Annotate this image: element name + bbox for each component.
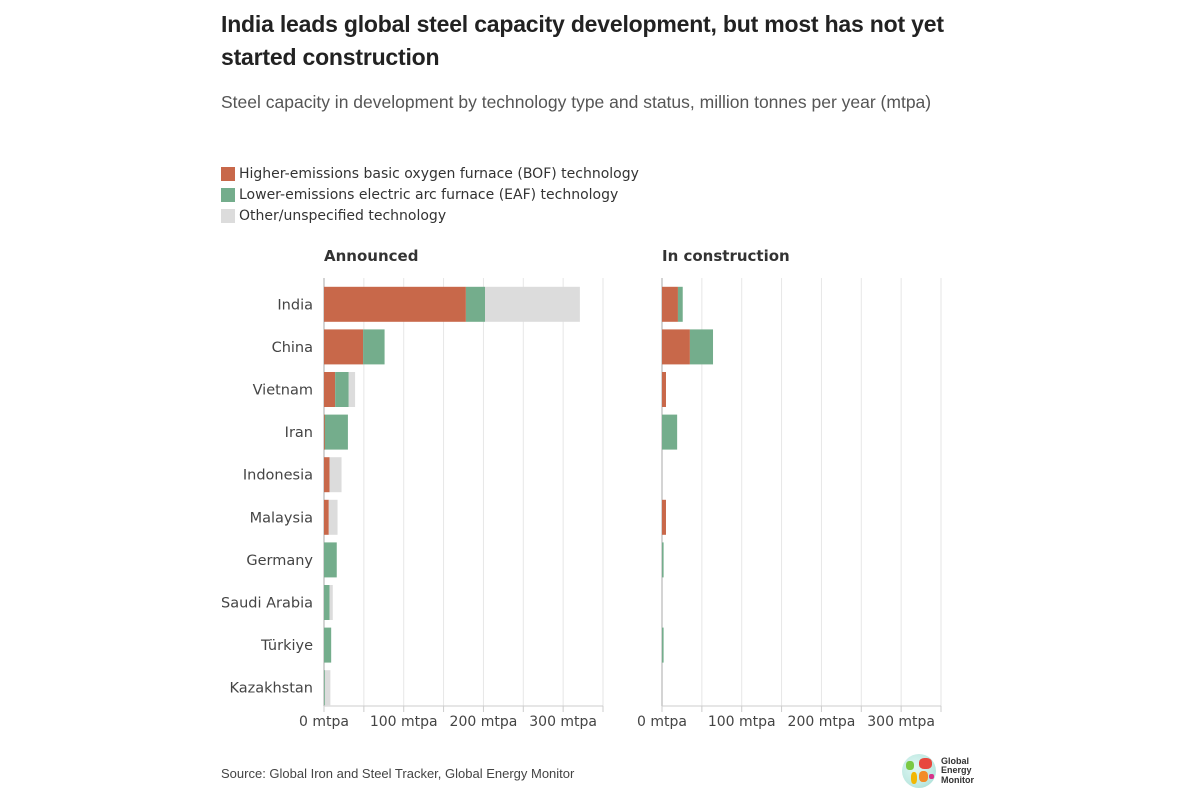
legend-item-other: Other/unspecified technology (221, 205, 639, 226)
bar-announced-t-rkiye-lower-emissions (324, 627, 332, 663)
bar-announced-india-other-unspecified (485, 286, 580, 322)
chart-subtitle: Steel capacity in development by technol… (221, 92, 932, 112)
bar-announced-malaysia-higher-emissions (324, 499, 329, 535)
bar-announced-china-lower-emissions (363, 329, 385, 365)
legend-label-bof: Higher-emissions basic oxygen furnace (B… (239, 165, 639, 182)
legend-swatch-eaf (221, 187, 235, 202)
x-tick-label-announced-100: 100 mtpa (370, 714, 438, 730)
category-label-kazakhstan: Kazakhstan (229, 681, 313, 697)
chart-title: India leads global steel capacity develo… (221, 11, 944, 70)
bar-announced-vietnam-higher-emissions (324, 372, 336, 407)
x-tick-label-announced-200: 200 mtpa (450, 714, 518, 730)
logo-text-line-2: Energy (941, 765, 972, 776)
bar-announced-vietnam-other-unspecified (348, 372, 356, 407)
legend-swatch-other (221, 208, 235, 223)
bar-announced-china-higher-emissions (324, 329, 364, 365)
category-label-saudi-arabia: Saudi Arabia (221, 596, 313, 612)
bar-announced-saudi-arabia-lower-emissions (324, 585, 330, 620)
bar-announced-kazakhstan-other-unspecified (324, 670, 331, 706)
category-label-malaysia: Malaysia (250, 510, 313, 526)
bar-in-construction-iran-lower-emissions (662, 414, 678, 450)
x-tick-label-in-construction-0: 0 mtpa (637, 714, 687, 730)
bar-announced-malaysia-other-unspecified (328, 499, 338, 535)
legend-item-eaf: Lower-emissions electric arc furnace (EA… (221, 184, 639, 205)
x-tick-label-in-construction-200: 200 mtpa (788, 714, 856, 730)
panel-title-in-construction: In construction (662, 247, 790, 265)
x-tick-label-announced-0: 0 mtpa (299, 714, 349, 730)
category-label-india: India (277, 297, 313, 313)
bar-announced-indonesia-other-unspecified (329, 457, 342, 493)
bar-announced-vietnam-lower-emissions (335, 372, 349, 407)
bar-in-construction-malaysia-higher-emissions (662, 499, 666, 535)
bar-announced-india-higher-emissions (324, 286, 466, 322)
category-label-t-rkiye: Türkiye (260, 638, 313, 654)
global-energy-monitor-logo: Global Energy Monitor (902, 754, 974, 788)
legend: Higher-emissions basic oxygen furnace (B… (221, 163, 639, 226)
category-label-vietnam: Vietnam (253, 383, 313, 399)
bar-announced-india-lower-emissions (465, 286, 486, 322)
category-label-indonesia: Indonesia (243, 468, 313, 484)
bar-in-construction-china-higher-emissions (662, 329, 690, 365)
bar-announced-germany-lower-emissions (324, 542, 337, 578)
bar-in-construction-india-lower-emissions (677, 286, 683, 322)
category-label-china: China (272, 340, 313, 356)
bar-in-construction-t-rkiye-lower-emissions (662, 627, 664, 663)
x-tick-label-in-construction-100: 100 mtpa (708, 714, 776, 730)
logo-text-line-3: Monitor (941, 774, 974, 785)
legend-item-bof: Higher-emissions basic oxygen furnace (B… (221, 163, 639, 184)
legend-label-other: Other/unspecified technology (239, 207, 447, 224)
source-note: Source: Global Iron and Steel Tracker, G… (221, 766, 575, 781)
x-tick-label-in-construction-300: 300 mtpa (867, 714, 935, 730)
panel-title-announced: Announced (324, 247, 419, 265)
bar-in-construction-vietnam-higher-emissions (662, 372, 666, 407)
bar-in-construction-india-higher-emissions (662, 286, 678, 322)
bar-announced-iran-lower-emissions (324, 414, 348, 450)
bar-announced-indonesia-higher-emissions (324, 457, 330, 493)
bar-in-construction-china-lower-emissions (689, 329, 714, 365)
legend-label-eaf: Lower-emissions electric arc furnace (EA… (239, 186, 619, 203)
globe-icon (902, 754, 936, 788)
legend-swatch-bof (221, 166, 235, 181)
bar-in-construction-germany-lower-emissions (662, 542, 664, 578)
bar-announced-kazakhstan-lower-emissions (324, 670, 325, 706)
bar-announced-iran-higher-emissions (324, 414, 325, 450)
bar-announced-saudi-arabia-other-unspecified (329, 585, 333, 620)
category-label-iran: Iran (285, 425, 313, 441)
x-tick-label-announced-300: 300 mtpa (529, 714, 597, 730)
category-label-germany: Germany (246, 553, 313, 569)
logo-text-line-1: Global (941, 755, 970, 766)
